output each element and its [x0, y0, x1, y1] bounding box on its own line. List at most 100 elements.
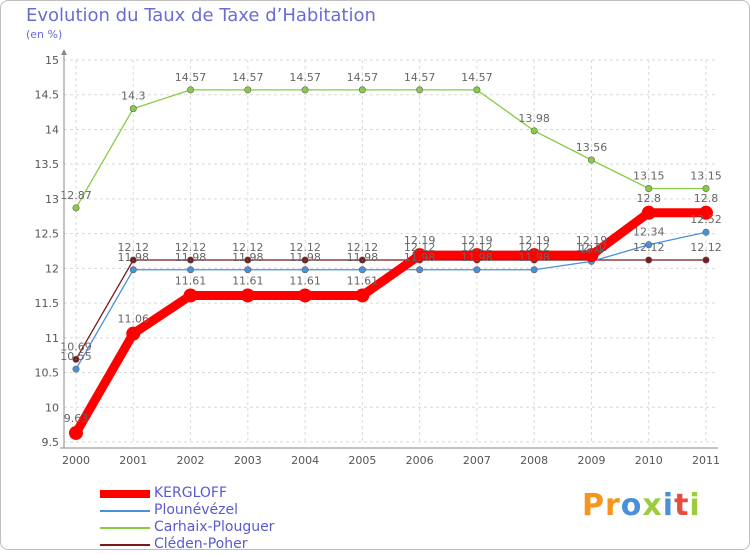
data-point-cleden-poher: [187, 256, 195, 264]
data-point-plounevezel: [473, 266, 481, 274]
data-label-plounevezel: 11.98: [518, 251, 550, 264]
data-point-plounevezel: [187, 266, 195, 274]
data-label-cleden-poher: 12.12: [289, 241, 321, 254]
y-tick-label: 14: [45, 123, 59, 136]
x-tick-label: 2004: [291, 454, 319, 467]
x-tick-label: 2006: [406, 454, 434, 467]
proxiti-logo: Proxiti: [582, 488, 701, 523]
data-point-cleden-poher: [358, 256, 366, 264]
data-label-cleden-poher: 12.12: [576, 241, 608, 254]
data-point-kergloff: [183, 288, 198, 303]
y-tick-label: 12: [45, 262, 59, 275]
data-point-plounevezel: [416, 266, 424, 274]
data-point-plounevezel: [530, 266, 538, 274]
data-label-plounevezel: 11.98: [347, 251, 379, 264]
data-label-kergloff: 12.8: [636, 192, 661, 205]
data-point-kergloff: [584, 248, 599, 263]
data-point-kergloff: [298, 288, 313, 303]
legend-label-plounevezel: Plounévézel: [154, 502, 239, 518]
data-label-carhaix-plouguer: 14.57: [461, 71, 493, 84]
series-line-plounevezel: [75, 231, 707, 370]
series-line-cleden-poher: [75, 259, 707, 360]
data-label-cleden-poher: 12.12: [232, 241, 264, 254]
data-point-kergloff: [69, 425, 83, 440]
data-label-carhaix-plouguer: 13.98: [518, 112, 550, 125]
data-point-kergloff: [641, 205, 656, 220]
data-label-kergloff: 12.19: [576, 234, 608, 247]
data-point-cleden-poher: [301, 256, 309, 264]
data-point-cleden-poher: [244, 256, 252, 264]
data-point-kergloff: [412, 248, 427, 263]
data-label-plounevezel: 12.52: [690, 213, 722, 226]
data-label-carhaix-plouguer: 13.56: [576, 141, 608, 154]
data-label-plounevezel: 11.98: [404, 251, 436, 264]
y-tick-label: 12.5: [35, 228, 60, 241]
x-tick-label: 2009: [577, 454, 605, 467]
data-point-plounevezel: [72, 365, 80, 373]
data-point-carhaix-plouguer: [72, 204, 80, 212]
data-label-kergloff: 12.19: [518, 234, 550, 247]
data-point-plounevezel: [645, 241, 653, 249]
x-tick-label: 2011: [692, 454, 720, 467]
data-point-kergloff: [240, 288, 255, 303]
x-tick-label: 2005: [348, 454, 376, 467]
data-label-kergloff: 12.8: [694, 192, 719, 205]
proxiti-logo-letter: P: [582, 488, 605, 523]
data-label-plounevezel: 10.55: [60, 350, 92, 363]
data-point-cleden-poher: [645, 256, 653, 264]
data-point-plounevezel: [301, 266, 309, 274]
data-label-carhaix-plouguer: 14.57: [175, 71, 207, 84]
data-point-carhaix-plouguer: [301, 86, 309, 94]
data-label-carhaix-plouguer: 14.57: [404, 71, 436, 84]
data-point-carhaix-plouguer: [244, 86, 252, 94]
data-label-carhaix-plouguer: 14.57: [347, 71, 379, 84]
x-tick-label: 2001: [119, 454, 147, 467]
data-label-kergloff: 11.61: [347, 274, 379, 287]
data-label-kergloff: 11.61: [232, 274, 264, 287]
data-point-carhaix-plouguer: [129, 105, 137, 113]
data-label-carhaix-plouguer: 12.87: [60, 189, 92, 202]
data-label-cleden-poher: 12.12: [404, 241, 436, 254]
proxiti-logo-letter: r: [605, 488, 621, 523]
data-label-kergloff: 11.61: [289, 274, 321, 287]
data-label-carhaix-plouguer: 14.57: [232, 71, 264, 84]
y-axis-arrow: [61, 49, 67, 55]
data-label-plounevezel: 11.98: [232, 251, 264, 264]
proxiti-logo-letter: i: [689, 488, 701, 523]
data-label-cleden-poher: 10.69: [60, 340, 92, 353]
data-label-kergloff: 12.19: [461, 234, 493, 247]
y-tick-label: 10: [45, 401, 59, 414]
data-label-kergloff: 11.61: [175, 274, 207, 287]
data-label-plounevezel: 11.98: [175, 251, 207, 264]
proxiti-logo-letter: t: [674, 488, 690, 523]
data-label-plounevezel: 12.1: [579, 242, 604, 255]
proxiti-logo-letter: o: [620, 488, 643, 523]
data-point-carhaix-plouguer: [473, 86, 481, 94]
x-tick-label: 2000: [62, 454, 90, 467]
data-label-cleden-poher: 12.12: [175, 241, 207, 254]
legend-label-cleden-poher: Cléden-Poher: [154, 536, 248, 552]
data-point-cleden-poher: [72, 355, 80, 363]
data-label-carhaix-plouguer: 14.3: [121, 90, 146, 103]
y-tick-label: 13: [45, 193, 59, 206]
legend-swatch-kergloff: [100, 490, 150, 498]
chart-title: Evolution du Taux de Taxe d’Habitation: [26, 5, 376, 26]
data-point-carhaix-plouguer: [587, 156, 595, 164]
series-line-carhaix-plouguer: [75, 89, 707, 209]
y-tick-label: 15: [45, 54, 59, 67]
chart-unit-label: (en %): [26, 28, 63, 41]
data-label-carhaix-plouguer: 13.15: [690, 169, 722, 182]
data-point-plounevezel: [358, 266, 366, 274]
data-point-kergloff: [126, 326, 141, 341]
legend-swatch-cleden-poher: [100, 544, 150, 546]
data-label-plounevezel: 11.98: [118, 251, 150, 264]
series-line-kergloff: [71, 208, 711, 438]
data-point-plounevezel: [129, 266, 137, 274]
data-label-plounevezel: 11.98: [461, 251, 493, 264]
data-label-cleden-poher: 12.12: [690, 241, 722, 254]
y-tick-label: 11: [45, 332, 59, 345]
data-point-carhaix-plouguer: [702, 184, 710, 192]
data-label-carhaix-plouguer: 13.15: [633, 169, 665, 182]
data-point-cleden-poher: [702, 256, 710, 264]
